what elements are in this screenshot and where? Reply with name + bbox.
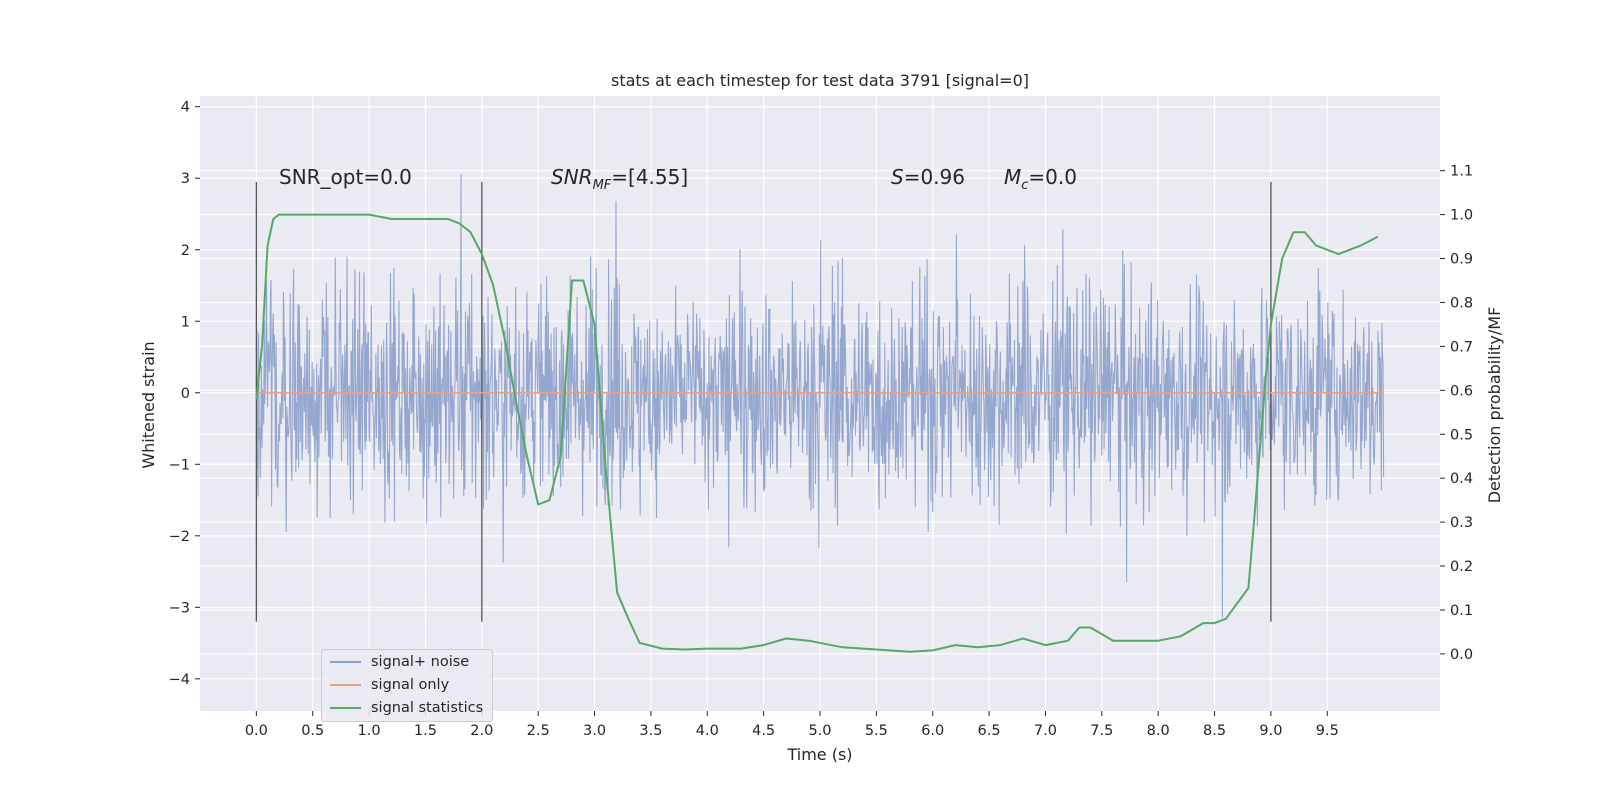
signal-statistics-line — [255, 213, 1379, 653]
y-tick-label: −3 — [169, 600, 190, 616]
x-tick-label: 0.0 — [245, 723, 268, 739]
legend-label-signal: signal only — [371, 677, 450, 693]
y-right-tick-label: 0.4 — [1450, 471, 1473, 487]
y-tick-label: 0 — [181, 386, 190, 402]
x-tick-label: 7.5 — [1090, 723, 1113, 739]
y-right-axis-label: Detection probability/MF — [1485, 307, 1504, 504]
y-right-tick-label: 1.0 — [1450, 208, 1473, 224]
y-right-tick-label: 0.0 — [1450, 647, 1473, 663]
x-tick-label: 9.5 — [1316, 723, 1339, 739]
x-tick-label: 3.5 — [639, 723, 662, 739]
y-right-tick-label: 0.9 — [1450, 252, 1473, 268]
y-tick-label: 3 — [181, 171, 190, 187]
snr-mf-symbol: SNR — [551, 165, 593, 189]
legend-swatch-statistics — [330, 707, 361, 709]
s-value: =0.96 — [904, 165, 965, 189]
legend-item-signal: signal only — [330, 674, 449, 696]
y-right-tick-label: 0.5 — [1450, 427, 1473, 443]
mc-subscript: c — [1021, 178, 1028, 193]
x-tick-label: 7.0 — [1034, 723, 1057, 739]
x-tick-label: 3.0 — [583, 723, 606, 739]
snr-mf-subscript: MF — [593, 178, 612, 193]
signal-statistics-series — [255, 213, 1379, 653]
s-symbol: S — [891, 165, 904, 189]
annotation-snr-mf: SNRMF=[4.55] — [551, 165, 688, 193]
x-tick-label: 5.5 — [865, 723, 888, 739]
noise-line — [255, 174, 1385, 618]
x-tick-label: 4.5 — [752, 723, 775, 739]
y-tick-label: −1 — [169, 457, 190, 473]
y-axis-label: Whitened strain — [139, 341, 158, 468]
mc-value: =0.0 — [1028, 165, 1077, 189]
x-tick-label: 2.0 — [470, 723, 493, 739]
x-tick-label: 0.5 — [301, 723, 324, 739]
legend-item-statistics: signal statistics — [330, 697, 483, 719]
chart-title: stats at each timestep for test data 379… — [611, 71, 1029, 90]
annotation-snr-opt: SNR_opt=0.0 — [279, 165, 412, 189]
x-tick-label: 8.5 — [1203, 723, 1226, 739]
x-axis-label: Time (s) — [786, 745, 852, 764]
y-right-tick-label: 0.1 — [1450, 603, 1473, 619]
annotation-s: S=0.96 — [891, 165, 965, 189]
x-tick-label: 4.0 — [696, 723, 719, 739]
x-tick-label: 6.0 — [921, 723, 944, 739]
x-tick-label: 5.0 — [808, 723, 831, 739]
x-tick-label: 2.5 — [527, 723, 550, 739]
x-tick-label: 1.0 — [358, 723, 381, 739]
y-tick-label: −2 — [169, 529, 190, 545]
x-tick-label: 8.0 — [1147, 723, 1170, 739]
legend-swatch-noise — [330, 661, 361, 663]
legend-label-noise: signal+ noise — [371, 654, 470, 670]
annotation-mc: Mc=0.0 — [1004, 165, 1077, 193]
legend: signal+ noise signal only signal statist… — [321, 649, 493, 722]
mc-symbol: M — [1004, 165, 1021, 189]
y-right-tick-label: 0.7 — [1450, 339, 1473, 355]
x-tick-label: 6.5 — [978, 723, 1001, 739]
y-right-tick-label: 0.3 — [1450, 515, 1473, 531]
tick-layer: 0.0 0.5 1.0 1.5 2.0 2.5 3.0 3.5 4.0 4.5 5.0 5.5 6.0 6… — [169, 100, 1473, 739]
y-tick-label: −4 — [169, 672, 190, 688]
y-right-tick-label: 0.8 — [1450, 295, 1473, 311]
x-tick-label: 1.5 — [414, 723, 437, 739]
y-right-tick-label: 0.2 — [1450, 559, 1473, 575]
y-tick-label: 2 — [181, 243, 190, 259]
legend-label-statistics: signal statistics — [371, 700, 484, 716]
legend-item-noise: signal+ noise — [330, 651, 469, 673]
y-tick-label: 1 — [181, 314, 190, 330]
x-tick-label: 9.0 — [1259, 723, 1282, 739]
y-right-tick-label: 0.6 — [1450, 383, 1473, 399]
legend-swatch-signal — [330, 684, 361, 686]
snr-mf-value: =[4.55] — [611, 165, 688, 189]
y-tick-label: 4 — [181, 100, 190, 116]
y-right-tick-label: 1.1 — [1450, 164, 1473, 180]
noise-series — [255, 174, 1385, 618]
